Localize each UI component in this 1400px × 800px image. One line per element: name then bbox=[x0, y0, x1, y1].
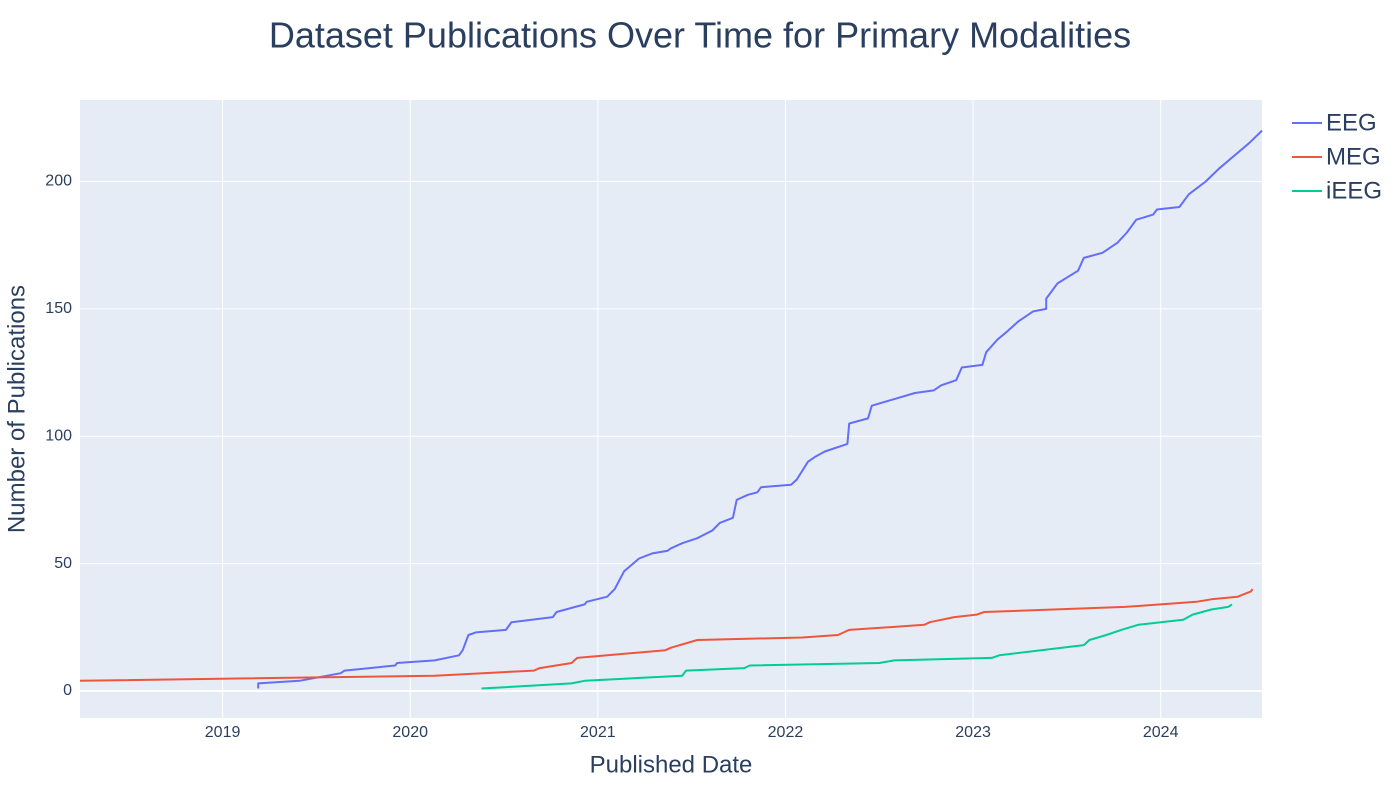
y-tick-label: 50 bbox=[54, 555, 72, 572]
legend-label: iEEG bbox=[1326, 177, 1382, 204]
y-axis-title: Number of Publications bbox=[3, 285, 30, 533]
x-tick-label: 2022 bbox=[768, 724, 804, 741]
x-tick-label: 2020 bbox=[392, 724, 428, 741]
x-tick-label: 2023 bbox=[955, 724, 991, 741]
x-tick-label: 2024 bbox=[1143, 724, 1179, 741]
legend-label: MEG bbox=[1326, 143, 1381, 170]
y-tick-label: 100 bbox=[45, 427, 72, 444]
series-line bbox=[481, 603, 1233, 690]
grid bbox=[80, 100, 1262, 718]
x-tick-label: 2019 bbox=[205, 724, 241, 741]
x-axis-title: Published Date bbox=[590, 751, 753, 778]
series-line bbox=[257, 129, 1263, 689]
y-tick-label: 150 bbox=[45, 300, 72, 317]
plot-area bbox=[80, 100, 1262, 718]
y-tick-label: 0 bbox=[63, 682, 72, 699]
legend-label: EEG bbox=[1326, 109, 1377, 136]
series-line bbox=[79, 588, 1254, 682]
chart-title: Dataset Publications Over Time for Prima… bbox=[269, 15, 1131, 56]
lines bbox=[79, 129, 1263, 690]
y-tick-label: 200 bbox=[45, 173, 72, 190]
x-tick-label: 2021 bbox=[580, 724, 616, 741]
